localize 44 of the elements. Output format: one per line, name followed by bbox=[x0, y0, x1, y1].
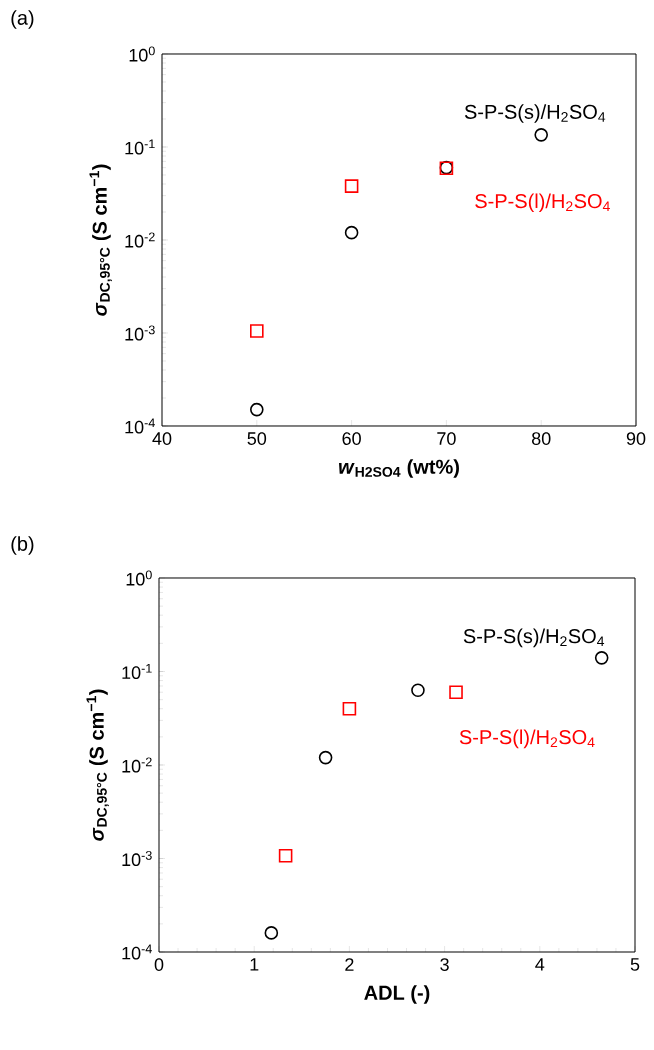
y-tick-label: 10$^{-4}$ bbox=[125, 418, 155, 434]
x-axis-title: ADL (-) bbox=[364, 985, 430, 1004]
x-tick-label: 90 bbox=[626, 432, 646, 445]
x-tick-label: 1 bbox=[250, 958, 259, 971]
x-tick-label: 40 bbox=[152, 432, 172, 445]
x-tick-label: 4 bbox=[535, 958, 545, 971]
point bbox=[342, 701, 357, 716]
point bbox=[344, 179, 359, 193]
x-tick-label: 80 bbox=[531, 432, 551, 445]
point bbox=[594, 651, 609, 665]
x-tick-label: 5 bbox=[630, 958, 640, 971]
x-tick-label: 2 bbox=[345, 958, 354, 971]
x-tick-label: 50 bbox=[247, 432, 267, 445]
y-tick-label: 10$^{-3}$ bbox=[122, 850, 152, 867]
series-label: S-P-S(l)/H$_{2}$SO$_{4}$ bbox=[459, 729, 595, 749]
series-label: S-P-S(l)/H$_{2}$SO$_{4}$ bbox=[475, 193, 610, 213]
point bbox=[278, 848, 293, 863]
point bbox=[250, 324, 264, 338]
x-tick-label: 70 bbox=[437, 432, 456, 445]
point bbox=[318, 750, 333, 765]
y-axis-title: σ$_{DC,95°C}$ (S cm$^{−1}$) bbox=[86, 689, 109, 841]
x-axis-title: w$_{H2SO4}$ (wt%) bbox=[339, 459, 459, 478]
point bbox=[411, 683, 425, 698]
y-axis-title: σ$_{DC,95°C}$ (S cm$^{−1}$) bbox=[89, 164, 112, 316]
chart-title: (a) bbox=[11, 10, 34, 29]
y-tick-label: 10$^{0}$ bbox=[126, 570, 152, 586]
y-tick-label: 10$^{-1}$ bbox=[122, 663, 152, 680]
point bbox=[449, 685, 463, 700]
chart-title: (b) bbox=[11, 536, 34, 555]
y-tick-label: 10$^{-4}$ bbox=[122, 944, 152, 960]
point bbox=[534, 128, 549, 142]
y-tick-label: 10$^{-1}$ bbox=[125, 139, 155, 155]
series-label: S-P-S(s)/H$_{2}$SO$_{4}$ bbox=[464, 104, 606, 123]
y-tick-label: 10$^{-3}$ bbox=[125, 325, 155, 341]
point bbox=[250, 402, 264, 417]
y-tick-label: 10$^{0}$ bbox=[129, 46, 155, 62]
y-tick-label: 10$^{-2}$ bbox=[122, 757, 152, 773]
x-tick-label: 60 bbox=[342, 432, 361, 445]
x-tick-label: 0 bbox=[154, 958, 164, 971]
point bbox=[344, 225, 359, 240]
y-tick-label: 10$^{-2}$ bbox=[125, 232, 155, 248]
point bbox=[264, 926, 279, 940]
x-tick-label: 3 bbox=[440, 958, 449, 971]
series-label: S-P-S(s)/H$_{2}$SO$_{4}$ bbox=[463, 628, 605, 648]
